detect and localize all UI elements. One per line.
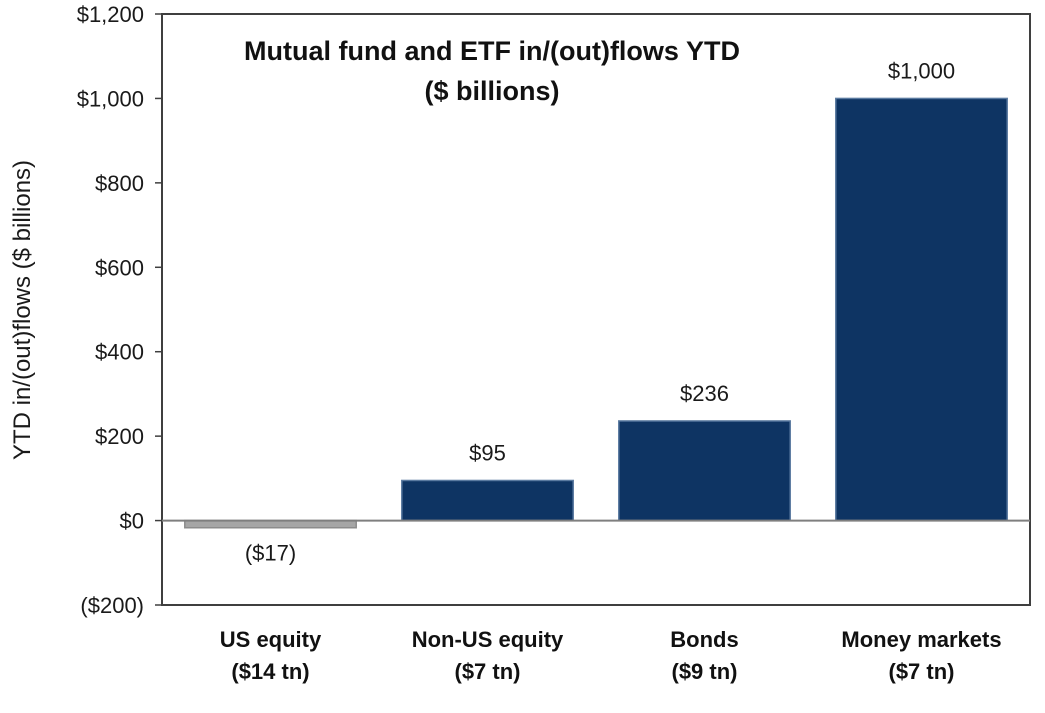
y-tick-label: ($200) (80, 593, 144, 618)
bar (184, 519, 357, 529)
y-tick-label: $400 (95, 340, 144, 365)
y-tick-label: $1,000 (77, 86, 144, 111)
data-label: $236 (680, 381, 729, 406)
data-label: $1,000 (888, 58, 955, 83)
x-category-label: Money markets (841, 627, 1001, 652)
plot-frame (161, 13, 1031, 606)
bar (835, 97, 1008, 522)
x-category-label: Non-US equity (412, 627, 564, 652)
bar (618, 420, 791, 522)
chart-title-line-2: ($ billions) (425, 76, 560, 106)
y-tick-label: $200 (95, 424, 144, 449)
y-tick-label: $1,200 (77, 2, 144, 27)
x-category-label: ($7 tn) (455, 659, 521, 684)
x-category-label: Bonds (670, 627, 738, 652)
y-tick-label: $600 (95, 255, 144, 280)
x-category-label: ($14 tn) (231, 659, 309, 684)
y-tick-label: $0 (120, 509, 144, 534)
y-axis-label: YTD in/(out)flows ($ billions) (9, 160, 36, 460)
bar (401, 479, 574, 522)
x-category-label: US equity (220, 627, 322, 652)
x-category-label: ($7 tn) (889, 659, 955, 684)
data-label: ($17) (245, 541, 296, 566)
chart-title-line-1: Mutual fund and ETF in/(out)flows YTD (244, 36, 740, 66)
x-category-label: ($9 tn) (672, 659, 738, 684)
data-label: $95 (469, 440, 506, 465)
y-tick-label: $800 (95, 171, 144, 196)
plot-area: ($200) $0 $200 $400 $600 $800 $1,000 $1,200 ($17… (77, 2, 1031, 684)
